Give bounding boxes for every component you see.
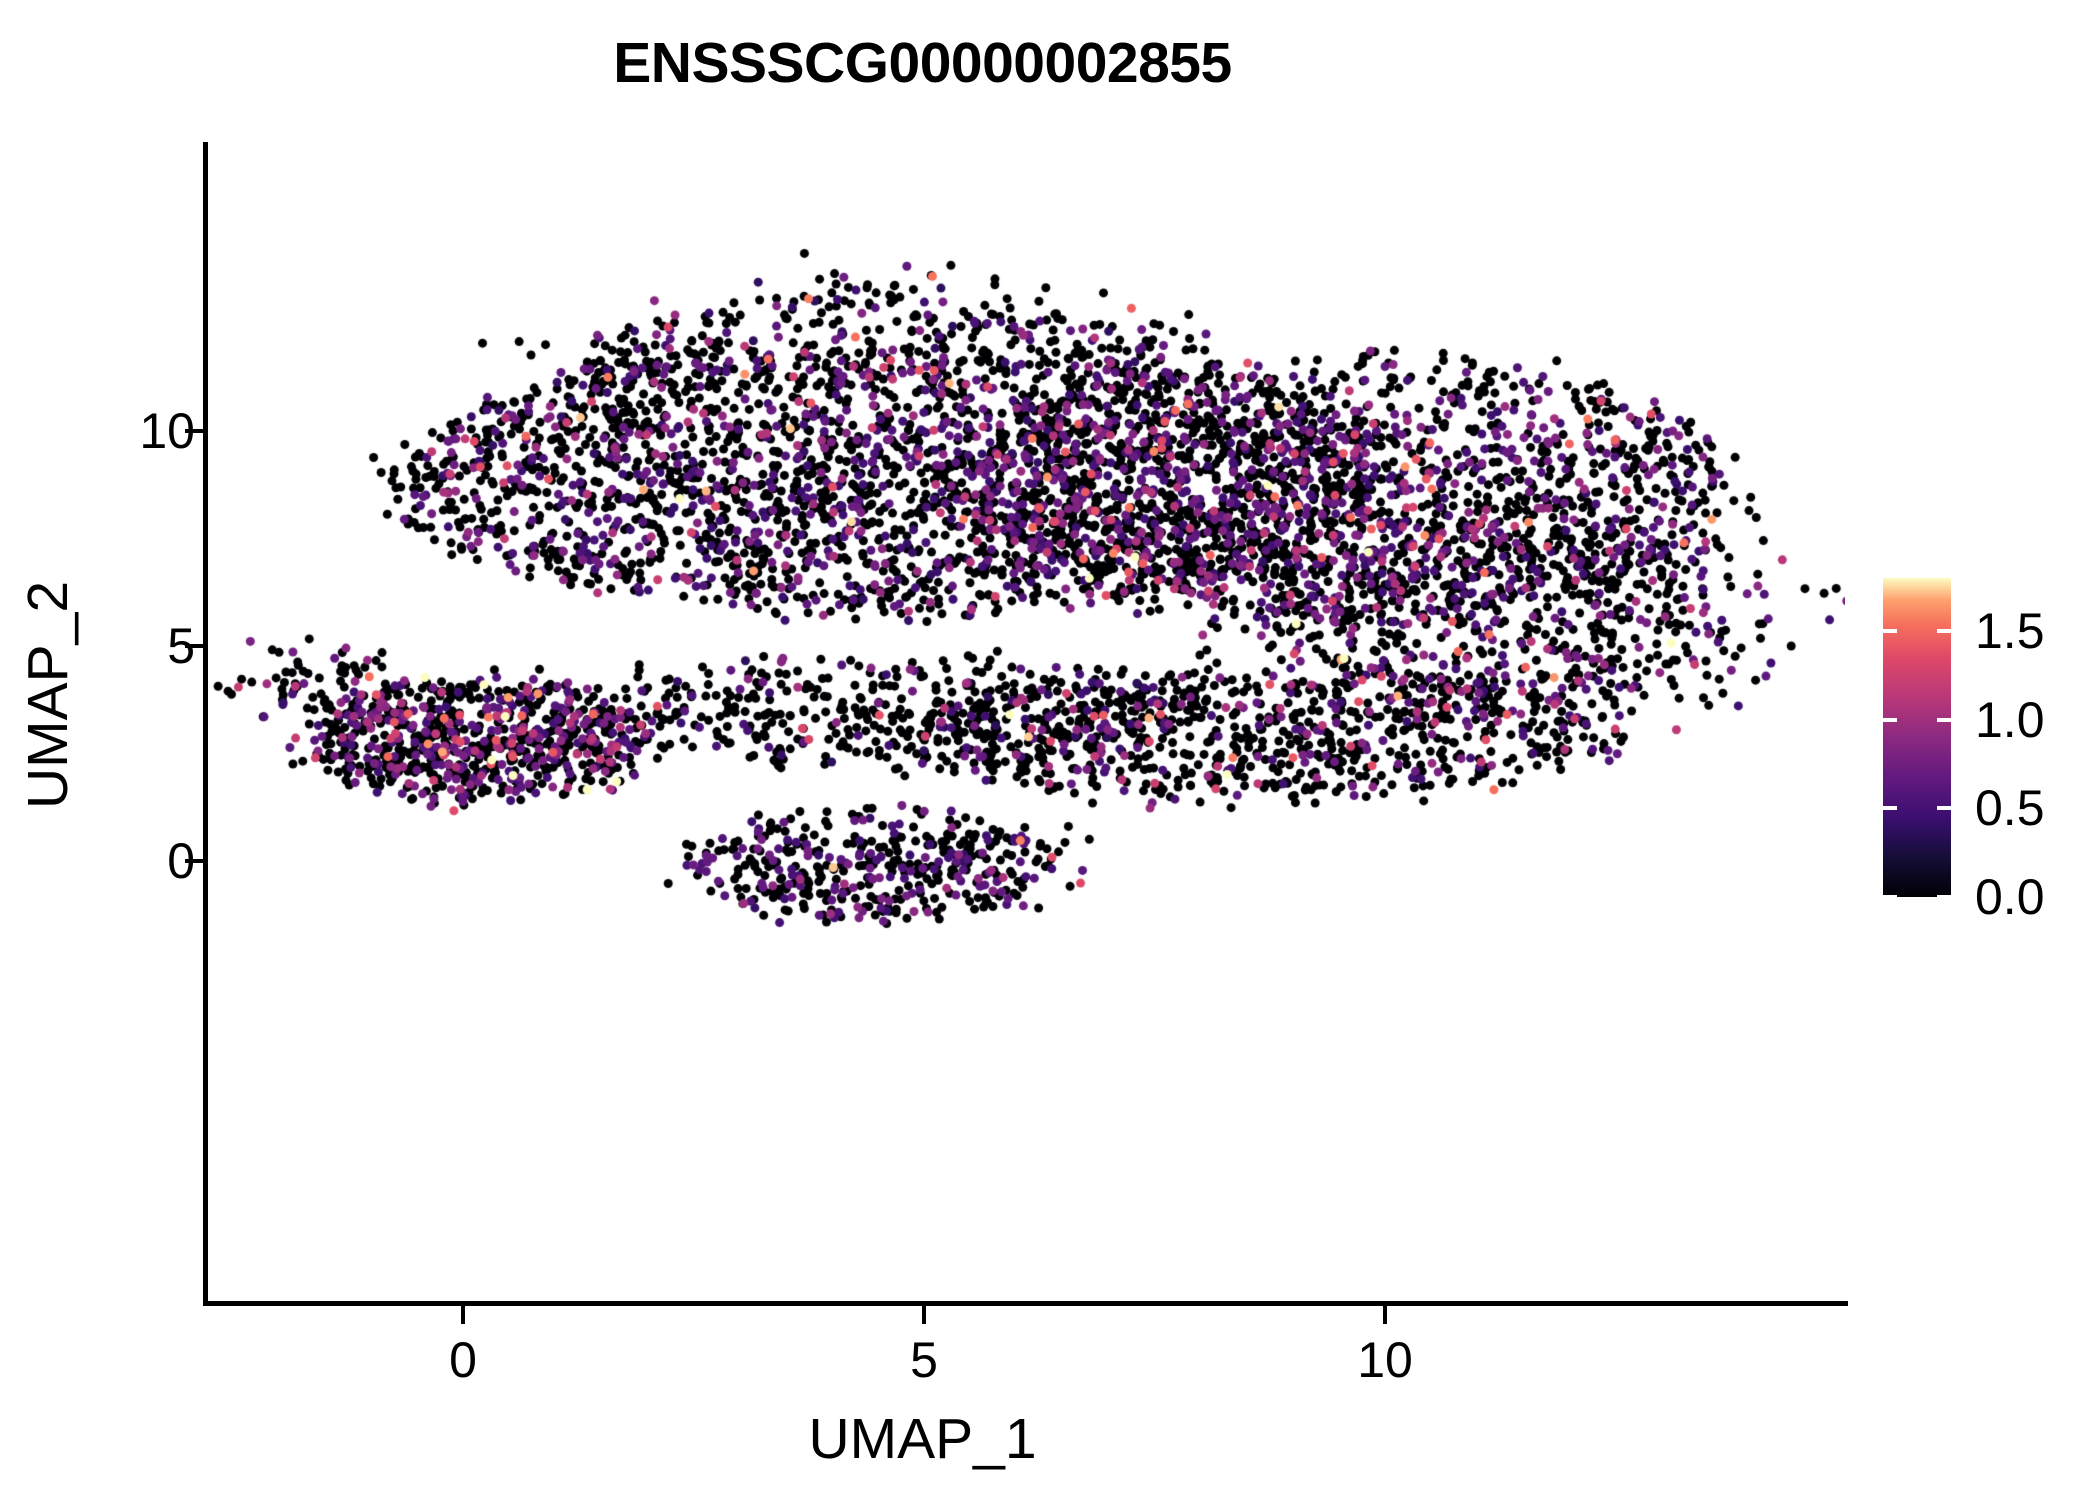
x-tick-mark [1383,1306,1387,1324]
colorbar-tick-label: 0.0 [1975,869,2045,925]
scatter-plot-canvas [205,142,1845,1303]
x-tick-mark [461,1306,465,1324]
colorbar-tick-mark [1883,717,1897,722]
colorbar-tick-mark [1883,629,1897,634]
colorbar-tick-mark [1937,717,1951,722]
colorbar-tick-mark [1937,806,1951,811]
y-tick-label: 0 [167,833,195,889]
y-axis-line [203,142,208,1306]
x-tick-label: 0 [449,1332,477,1388]
colorbar-tick-label: 1.0 [1975,691,2045,748]
colorbar-gradient [1883,578,1951,897]
colorbar-tick-label: 0.5 [1975,780,2045,837]
plot-panel [205,142,1845,1303]
colorbar-tick-label: 1.5 [1975,603,2045,660]
colorbar-tick-mark [1883,806,1897,811]
y-tick-label: 5 [167,618,195,674]
x-tick-label: 10 [1357,1332,1413,1388]
y-tick-mark [185,429,203,433]
y-tick-mark [185,644,203,648]
x-axis-title: UMAP_1 [808,1407,1037,1471]
x-tick-mark [922,1306,926,1324]
y-axis-title: UMAP_2 [16,580,80,810]
x-tick-label: 5 [910,1332,938,1388]
y-tick-label: 10 [139,403,195,459]
colorbar-tick-mark [1937,895,1951,899]
colorbar-tick-mark [1937,629,1951,634]
page-title: ENSSSCG00000002855 [613,31,1232,95]
colorbar-tick-mark [1883,895,1897,899]
x-axis-line [203,1301,1848,1306]
y-tick-mark [185,859,203,863]
